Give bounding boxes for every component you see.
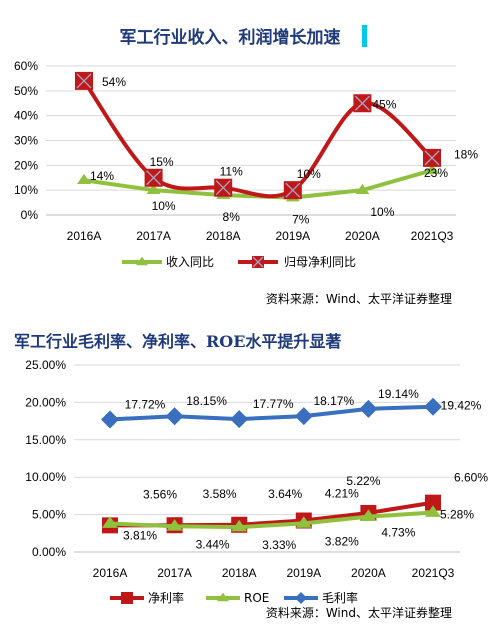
chart2-gross-point [294,407,313,426]
chart2-gross-point [101,410,119,429]
chart1-profit-label: 54% [102,75,126,89]
chart2-x-tick: 2019A [286,566,321,580]
chart1-revenue-label: 10% [370,205,394,219]
chart2-roe-point [231,519,248,532]
chart2-title: 军工行业毛利率、净利率、ROE水平提升显著 [14,332,341,351]
chart2-gross-label: 17.77% [253,397,294,411]
chart1-x-tick: 2019A [275,229,310,243]
chart2-x-tick: 2018A [222,566,257,580]
chart2-gross-point [165,407,184,426]
chart2-legend-marker-net [121,592,133,604]
chart2-x-tick: 2021Q3 [412,566,455,580]
chart2-net-point [425,494,441,511]
chart1-revenue-point [77,173,91,185]
chart1-legend-marker-profit-cross [252,256,264,268]
chart1-y-tick: 20% [14,158,38,172]
chart2-y-tick: 25.00% [25,358,66,372]
chart2-y-tick: 20.00% [25,395,66,409]
chart2-gross-label: 17.72% [125,397,166,411]
chart2-net-label: 5.22% [346,474,380,488]
chart2-roe-point [102,516,118,528]
chart1-x-tick: 2018A [206,229,241,243]
chart1-y-tick: 60% [14,59,38,73]
chart1-profit-point-cross [424,150,440,166]
chart1-profit-point-cross [215,180,231,196]
chart2-roe-point [425,505,441,517]
chart1-x-tick: 2021Q3 [411,229,454,243]
chart1-revenue-label: 10% [152,199,176,213]
chart2-roe-label: 5.28% [440,508,474,522]
chart1-profit-point-cross [354,95,370,111]
chart1-y-tick: 40% [14,109,38,123]
chart2-gross-label: 18.15% [186,394,227,408]
chart1-revenue-point [355,183,370,194]
chart1-x-tick: 2017A [136,229,171,243]
chart2-gross-point [424,397,442,416]
chart2-net-label: 3.56% [143,487,177,501]
chart1-series-profit-line [82,79,434,199]
chart1-x-tick: 2016A [67,229,102,243]
chart1-y-tick: 0% [21,208,39,222]
chart2-gross-point [359,399,378,418]
chart1-source: 资料来源：Wind、太平洋证券整理 [266,291,452,306]
chart1-revenue-point [146,183,161,194]
chart1-profit-label: 11% [220,165,243,179]
chart2-net-label: 3.58% [203,487,237,501]
chart2-gross-point [230,410,249,429]
chart1-profit-label: 23% [424,166,448,180]
chart2-legend-label-roe: ROE [244,591,269,605]
chart1-title: 军工行业收入、利润增长加速 [120,27,341,48]
chart2-source: 资料来源：Wind、太平洋证券整理 [266,605,452,620]
chart2-roe-label: 4.73% [381,526,415,540]
chart2-x-tick: 2016A [93,566,128,580]
chart2-net-label: 4.21% [325,487,359,501]
chart1-revenue-label: 8% [223,210,241,224]
chart1-revenue-label: 18% [454,147,478,161]
chart1-profit-point-cross [146,170,162,186]
chart2-series-roe-line [109,510,434,530]
chart1-profit-label: 15% [150,155,174,169]
chart1-revenue-point [425,164,439,175]
chart1-profit-label: 10% [297,167,321,181]
chart2-gross-label: 18.17% [313,394,354,408]
chart2-y-tick: 5.00% [32,508,66,522]
chart2-gross-label: 19.14% [378,387,419,401]
chart1-legend-marker-revenue [136,256,148,266]
chart2-roe-point [166,519,183,531]
chart1-y-tick: 50% [14,84,38,98]
chart2-legend-marker-roe [217,592,229,602]
chart1-revenue-label: 7% [292,213,310,227]
chart1-profit-point-cross [76,73,92,89]
chart2-gross-label: 19.42% [441,399,482,413]
text-cursor [362,25,367,47]
chart2-roe-label: 3.44% [196,537,230,551]
chart2-roe-label: 3.82% [325,534,359,548]
chart1-y-tick: 30% [14,134,38,148]
chart2-x-tick: 2020A [351,566,386,580]
chart1-legend-label-revenue: 收入同比 [166,255,214,269]
chart2-y-tick: 0.00% [32,545,66,559]
chart2-x-tick: 2017A [157,566,192,580]
chart2-legend-label-net: 净利率 [148,590,184,605]
chart2-net-label: 6.60% [454,471,488,485]
chart2-roe-point [360,509,377,521]
chart2-legend-marker-gross [295,592,307,604]
chart2-series-gross-line [109,404,434,422]
chart1-revenue-label: 14% [90,169,114,183]
chart2-net-label: 3.64% [268,487,302,501]
chart2-roe-label: 3.81% [123,529,157,543]
chart1-y-tick: 10% [14,183,38,197]
chart1-profit-label: 45% [372,97,396,111]
chart2-roe-label: 3.33% [262,538,296,552]
chart2-legend-label-gross: 毛利率 [322,590,358,605]
chart1-x-tick: 2020A [345,229,380,243]
chart2-roe-point [295,516,312,528]
chart2-y-tick: 10.00% [25,470,66,484]
chart2-y-tick: 15.00% [25,433,66,447]
chart1-profit-point-cross [285,182,301,198]
chart1-legend-label-profit: 归母净利同比 [284,255,356,269]
